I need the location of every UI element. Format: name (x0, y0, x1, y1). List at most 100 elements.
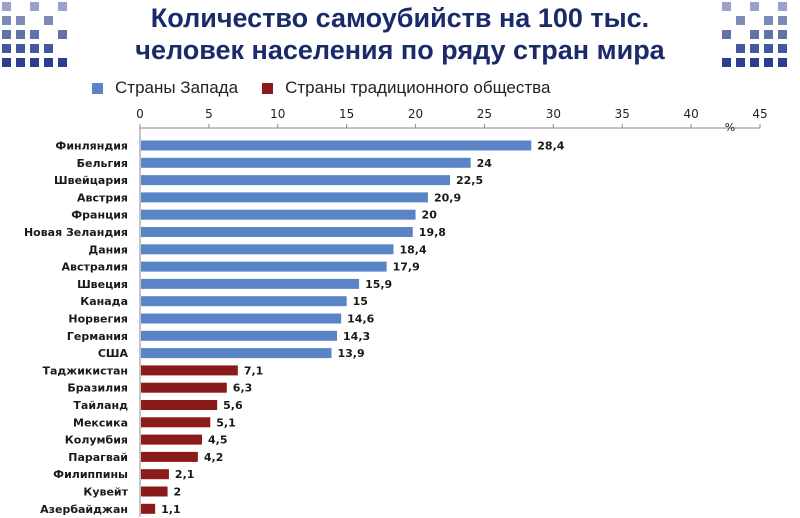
bar (141, 296, 347, 307)
category-label: Бельгия (77, 157, 128, 170)
bar (141, 503, 156, 514)
data-label: 18,4 (400, 243, 427, 256)
header-square (736, 58, 745, 67)
x-tick-label: 10 (270, 107, 285, 121)
category-label: Филиппины (53, 468, 128, 481)
category-label: Тайланд (73, 399, 128, 412)
header-square (764, 58, 773, 67)
x-tick-label: 45 (752, 107, 767, 121)
data-label: 28,4 (537, 140, 564, 153)
header-square (30, 2, 39, 11)
data-label: 24 (477, 157, 493, 170)
data-label: 4,2 (204, 451, 224, 464)
bar (141, 400, 218, 410)
bar (141, 227, 413, 237)
header-square (2, 44, 11, 53)
bar (141, 175, 450, 186)
category-label: Мексика (73, 416, 128, 429)
category-label: Азербайджан (40, 503, 128, 516)
header-square (58, 2, 67, 11)
header-square (2, 2, 11, 11)
data-label: 15,9 (365, 278, 392, 291)
data-label: 17,9 (393, 261, 420, 274)
legend-swatch-traditional (262, 82, 274, 94)
category-label: Австралия (62, 261, 129, 274)
data-label: 2,1 (175, 468, 195, 481)
x-tick-label: 35 (615, 107, 630, 121)
x-tick-label: 20 (408, 107, 423, 121)
header-square (44, 44, 53, 53)
header-square (778, 16, 787, 25)
header-square (750, 30, 759, 39)
header-square (2, 16, 11, 25)
bar (141, 486, 168, 497)
header-square (750, 58, 759, 67)
data-label: 22,5 (456, 174, 483, 187)
category-label: США (98, 347, 129, 360)
header-square (2, 30, 11, 39)
bar (141, 417, 211, 428)
header-square (722, 2, 731, 11)
bar (141, 348, 332, 359)
legend-label-traditional: Страны традиционного общества (285, 78, 551, 97)
bar (141, 278, 360, 289)
data-label: 4,5 (208, 434, 228, 447)
bar (141, 192, 428, 203)
header-square (778, 2, 787, 11)
legend-item-west: Страны Запада (92, 78, 238, 98)
header-square (722, 30, 731, 39)
bar (141, 434, 202, 445)
chart-title-line-1: Количество самоубийств на 100 тыс. (150, 3, 650, 33)
x-unit-label: % (725, 121, 735, 134)
bar (141, 244, 394, 255)
category-label: Новая Зеландия (24, 226, 128, 239)
x-tick-label: 15 (339, 107, 354, 121)
category-label: Кувейт (83, 486, 128, 499)
header-square (30, 30, 39, 39)
header-square (30, 58, 39, 67)
bar (141, 365, 238, 376)
x-tick-label: 30 (546, 107, 561, 121)
data-label: 7,1 (244, 364, 263, 377)
category-label: Германия (67, 330, 128, 343)
category-label: Швейцария (54, 174, 128, 187)
chart-title-line-2: человек населения по ряду стран мира (135, 35, 665, 65)
category-label: Колумбия (65, 434, 128, 447)
data-label: 5,1 (216, 416, 236, 429)
header-square (16, 16, 25, 25)
header-square (44, 16, 53, 25)
chart-legend: Страны Запада Страны традиционного общес… (92, 77, 574, 99)
data-label: 2 (174, 486, 182, 499)
x-tick-label: 40 (683, 107, 698, 121)
header-decoration (2, 2, 787, 67)
category-label: Таджикистан (42, 364, 128, 377)
header-square (750, 44, 759, 53)
header-banner: Количество самоубийств на 100 тыс. челов… (0, 0, 800, 72)
data-label: 14,3 (343, 330, 370, 343)
data-label: 1,1 (161, 503, 181, 516)
header-square (58, 58, 67, 67)
chart-title: Количество самоубийств на 100 тыс. челов… (70, 2, 730, 66)
header-square (764, 30, 773, 39)
data-label: 19,8 (419, 226, 446, 239)
bar (141, 261, 387, 272)
x-tick-label: 0 (136, 107, 144, 121)
bar (141, 382, 227, 393)
header-square (58, 30, 67, 39)
header-square (44, 58, 53, 67)
data-label: 20 (422, 209, 438, 222)
category-label: Финляндия (55, 140, 128, 153)
header-square (16, 44, 25, 53)
data-label: 6,3 (233, 382, 253, 395)
header-square (722, 58, 731, 67)
bar (141, 209, 416, 220)
bar (141, 330, 338, 341)
bar (141, 313, 342, 324)
header-square (736, 16, 745, 25)
bar (141, 469, 169, 480)
header-square (764, 16, 773, 25)
bar (141, 140, 532, 151)
category-label: Норвегия (68, 313, 128, 326)
data-label: 13,9 (338, 347, 365, 360)
